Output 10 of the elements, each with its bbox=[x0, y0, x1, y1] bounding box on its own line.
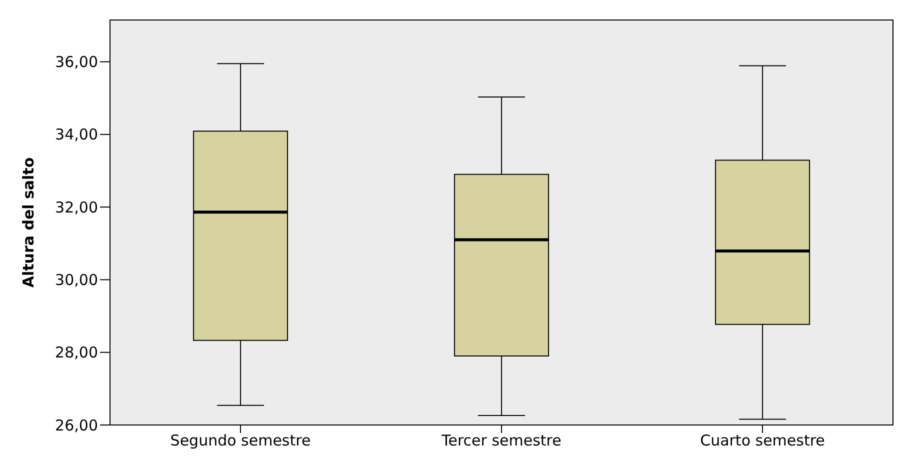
y-tick-label: 36,00 bbox=[55, 53, 98, 72]
y-tick-label: 30,00 bbox=[55, 271, 98, 290]
x-tick-label: Segundo semestre bbox=[170, 432, 311, 450]
y-tick-label: 32,00 bbox=[55, 198, 98, 216]
y-tick-label: 28,00 bbox=[55, 344, 98, 362]
y-tick-label: 26,00 bbox=[55, 416, 98, 434]
y-axis-title: Altura del salto bbox=[19, 157, 38, 288]
x-tick-label: Cuarto semestre bbox=[700, 432, 825, 450]
x-tick-label: Tercer semestre bbox=[440, 432, 562, 450]
y-tick-label: 34,00 bbox=[55, 126, 98, 144]
